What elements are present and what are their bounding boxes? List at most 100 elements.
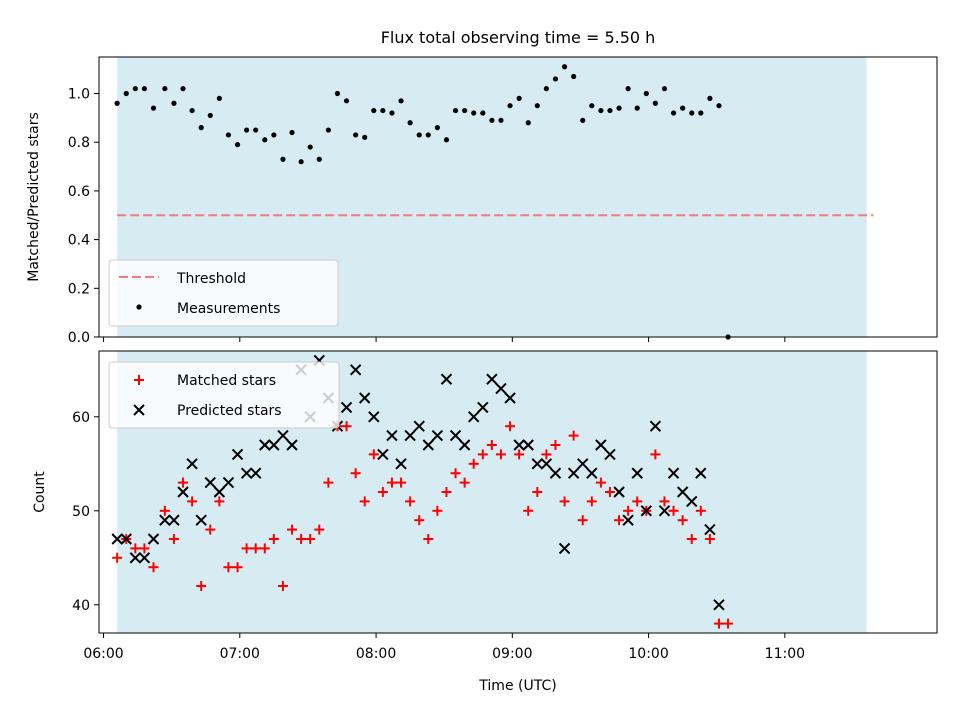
- matched-star-point: [723, 618, 734, 629]
- matched-star-point: [130, 543, 141, 554]
- measurement-point: [416, 132, 422, 138]
- measurement-point: [216, 95, 222, 101]
- matched-star-point: [341, 421, 352, 432]
- measurement-point: [589, 103, 595, 109]
- matched-star-point: [148, 562, 159, 573]
- predicted-star-point: [486, 373, 498, 385]
- predicted-star-point: [531, 458, 544, 470]
- matched-star-point: [550, 440, 561, 450]
- predicted-star-point: [177, 486, 189, 498]
- matched-star-point: [287, 524, 298, 535]
- measurement-point: [389, 110, 395, 116]
- matched-star-point: [187, 496, 198, 507]
- matched-star-point: [505, 421, 516, 432]
- legend-threshold-label: Threshold: [176, 271, 246, 287]
- predicted-star-point: [676, 486, 689, 498]
- predicted-star-point: [386, 429, 398, 442]
- measurement-point: [534, 103, 540, 109]
- matched-star-point: [414, 515, 425, 526]
- predicted-star-point: [277, 429, 289, 442]
- measurement-point: [407, 120, 413, 126]
- predicted-star-point: [111, 533, 123, 545]
- matched-star-point: [178, 477, 189, 488]
- measurement-point: [661, 86, 668, 92]
- matched-star-point: [205, 524, 216, 535]
- measurement-point: [507, 103, 513, 109]
- matched-star-point: [468, 458, 479, 469]
- measurement-point: [398, 98, 404, 104]
- predicted-star-point: [604, 448, 616, 461]
- count-axis-ticks: 40 50 60 06:00 07:00 08:00 09:00 10:00 11:00: [72, 410, 805, 662]
- measurement-point: [525, 120, 531, 126]
- matched-star-point: [713, 618, 724, 629]
- ratio-plot-frame: [98, 56, 938, 338]
- measurement-point: [716, 103, 722, 109]
- predicted-star-point: [595, 439, 607, 451]
- measurement-point: [189, 107, 195, 114]
- predicted-star-point: [558, 542, 571, 555]
- legend-measurement-swatch: [136, 304, 142, 310]
- matched-star-point: [223, 562, 234, 573]
- measurement-point: [150, 105, 157, 111]
- predicted-star-point: [667, 467, 680, 479]
- predicted-star-point: [286, 439, 298, 451]
- measurement-point: [123, 90, 129, 97]
- measurement-point: [552, 76, 559, 82]
- measurement-point: [162, 86, 168, 92]
- measurement-point: [207, 112, 213, 119]
- measurement-point: [353, 132, 359, 138]
- matched-star-point: [423, 534, 434, 544]
- measurement-point: [298, 159, 304, 165]
- measurement-point: [462, 107, 468, 114]
- y-tick-label: 50: [72, 504, 90, 520]
- predicted-star-point: [404, 429, 416, 442]
- matched-star-point: [323, 477, 334, 488]
- matched-star-point: [232, 562, 243, 573]
- predicted-star-point: [577, 458, 589, 470]
- matched-star-point: [241, 543, 252, 554]
- y-tick-label: 0.8: [68, 135, 90, 151]
- predicted-star-point: [377, 448, 389, 461]
- matched-star-point: [305, 534, 316, 544]
- predicted-star-point: [340, 401, 353, 414]
- predicted-star-point: [658, 505, 671, 517]
- matched-star-point: [196, 581, 207, 591]
- measurement-point: [452, 107, 459, 114]
- matched-star-point: [159, 505, 170, 516]
- measurement-point: [489, 117, 495, 123]
- measurement-point: [680, 105, 686, 111]
- matched-star-point: [259, 543, 270, 554]
- measurement-point: [625, 86, 631, 92]
- measurement-point: [571, 73, 577, 80]
- predicted-star-point: [138, 552, 151, 564]
- measurement-point: [280, 156, 286, 162]
- matched-star-point: [586, 496, 597, 507]
- matched-star-point: [604, 487, 615, 497]
- predicted-star-point: [395, 458, 407, 470]
- measurement-point: [316, 156, 322, 162]
- predicted-star-point: [249, 467, 262, 479]
- y-tick-label: 0.4: [68, 233, 90, 249]
- predicted-star-point: [359, 392, 371, 404]
- measurement-point: [132, 86, 138, 92]
- predicted-star-point: [631, 467, 643, 479]
- predicted-star-point: [268, 439, 280, 451]
- matched-star-point: [477, 449, 488, 460]
- measurement-point: [334, 90, 341, 97]
- measurement-point: [371, 107, 377, 114]
- measurement-point: [244, 127, 250, 133]
- predicted-star-point: [549, 467, 562, 479]
- predicted-star-point: [522, 439, 534, 451]
- measurement-point: [707, 95, 713, 101]
- measurement-point: [271, 132, 277, 138]
- matched-star-point: [632, 496, 643, 507]
- measurement-point: [198, 125, 204, 131]
- predicted-star-point: [640, 505, 653, 517]
- predicted-star-point: [147, 533, 160, 545]
- predicted-star-point: [240, 467, 253, 479]
- predicted-star-point: [195, 514, 207, 526]
- predicted-star-point: [413, 420, 425, 432]
- chart-title: Flux total observing time = 5.50 h: [381, 28, 656, 47]
- matched-star-point: [296, 534, 307, 544]
- matched-star-point: [523, 505, 534, 516]
